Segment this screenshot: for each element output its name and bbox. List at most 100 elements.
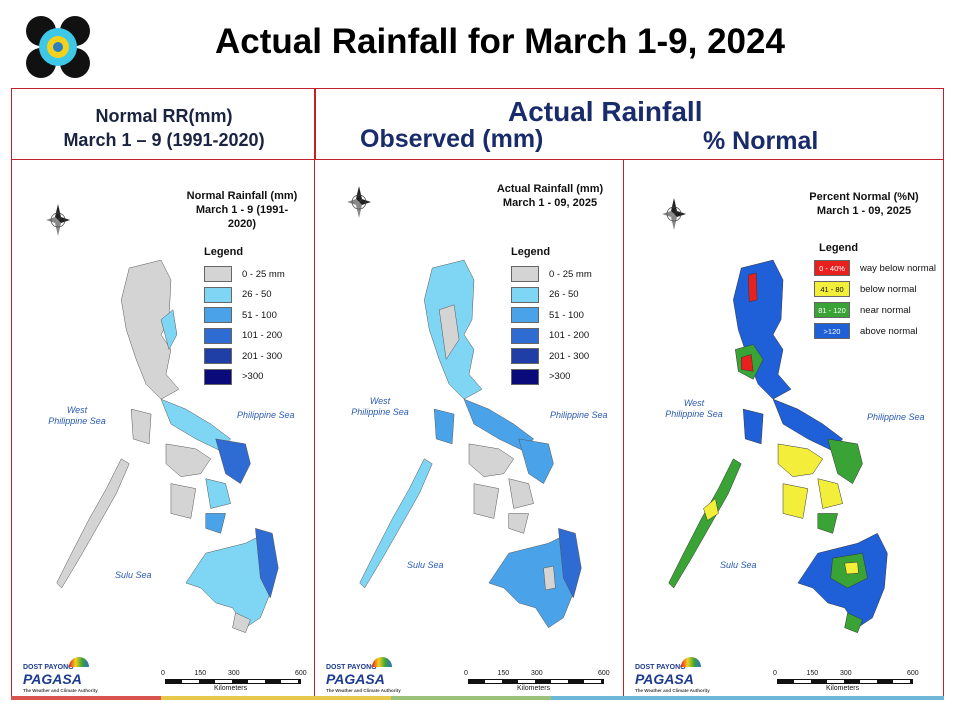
legend-title: Legend bbox=[204, 246, 244, 258]
legend-swatch bbox=[204, 266, 232, 282]
scale-bar bbox=[165, 679, 301, 684]
percent-normal-map bbox=[668, 259, 888, 634]
legend-title: Legend bbox=[511, 246, 551, 258]
page-title: Actual Rainfall for March 1-9, 2024 bbox=[215, 22, 785, 61]
map-title-line2: March 1 - 9 (1991-2020) bbox=[195, 204, 289, 230]
legend-item: >120 above normal bbox=[814, 323, 918, 339]
legend-swatch: 0 - 40% bbox=[814, 260, 850, 276]
legend-label: near normal bbox=[860, 304, 911, 316]
compass-icon bbox=[662, 198, 686, 230]
scale-tick-label: 150 bbox=[194, 670, 207, 677]
pagasa-wordmark: PAGASA bbox=[23, 671, 82, 687]
footer-stripe-blue bbox=[551, 696, 944, 700]
legend-item: 0 - 25 mm bbox=[511, 266, 592, 282]
legend-label: 201 - 300 bbox=[549, 350, 590, 362]
scale-tick-label: 600 bbox=[295, 670, 307, 677]
scale-bar bbox=[468, 679, 604, 684]
legend-item: 51 - 100 bbox=[511, 307, 584, 323]
map-title: Percent Normal (%N) March 1 - 09, 2025 bbox=[804, 190, 924, 218]
map-title-line1: Percent Normal (%N) bbox=[809, 191, 919, 203]
normal-rainfall-map bbox=[56, 259, 279, 633]
umbrella-icon bbox=[681, 657, 701, 667]
legend-swatch bbox=[204, 368, 232, 385]
west-philippine-sea-label: West Philippine Sea bbox=[665, 398, 723, 419]
legend-item: 41 - 80 below normal bbox=[814, 281, 917, 297]
legend-label: way below normal bbox=[860, 262, 937, 274]
map-title-line2: March 1 - 09, 2025 bbox=[502, 197, 598, 209]
scale-tick-label: 300 bbox=[228, 670, 240, 677]
legend-label: 51 - 100 bbox=[549, 309, 584, 321]
pagasa-tagline: The Weather and Climate Authority bbox=[326, 688, 401, 693]
legend-swatch bbox=[511, 368, 539, 385]
sulu-sea-label: Sulu Sea bbox=[115, 570, 152, 580]
legend-label: 201 - 300 bbox=[242, 350, 283, 362]
dost-payong-label: DOST PAYONG bbox=[326, 664, 377, 671]
legend-swatch bbox=[511, 348, 539, 364]
legend-label: above normal bbox=[860, 325, 918, 337]
legend-item: 0 - 40% way below normal bbox=[814, 260, 936, 276]
legend-swatch: 41 - 80 bbox=[814, 281, 850, 297]
percent-normal-heading: % Normal bbox=[703, 127, 819, 155]
philippine-sea-label: Philippine Sea bbox=[550, 410, 608, 420]
legend-swatch bbox=[511, 286, 539, 303]
legend-item: 201 - 300 bbox=[204, 348, 282, 364]
legend-item: >300 bbox=[511, 368, 571, 385]
normal-rainfall-map-panel: Normal Rainfall (mm) March 1 - 9 (1991-2… bbox=[11, 159, 316, 697]
legend-label: >300 bbox=[242, 371, 264, 382]
scale-tick-label: 150 bbox=[497, 670, 510, 677]
west-philippine-sea-label: West Philippine Sea bbox=[351, 396, 409, 417]
actual-rainfall-map-panel: Actual Rainfall (mm) March 1 - 09, 2025 … bbox=[314, 159, 625, 697]
scale-tick-label: 0 bbox=[464, 670, 468, 677]
map-title: Normal Rainfall (mm) March 1 - 9 (1991-2… bbox=[182, 189, 302, 231]
philippine-sea-label: Philippine Sea bbox=[867, 412, 925, 422]
normal-rr-period: March 1 – 9 (1991-2020) bbox=[63, 130, 265, 150]
scale-bar bbox=[777, 679, 913, 684]
legend-swatch bbox=[204, 327, 232, 344]
scale-tick-label: 600 bbox=[598, 670, 610, 677]
umbrella-icon bbox=[69, 657, 89, 667]
legend-item: 0 - 25 mm bbox=[204, 266, 285, 282]
scale-unit-label: Kilometers bbox=[214, 685, 248, 692]
dost-payong-label: DOST PAYONG bbox=[23, 664, 74, 671]
map-title-line1: Actual Rainfall (mm) bbox=[496, 183, 604, 195]
umbrella-icon bbox=[372, 657, 392, 667]
map-title: Actual Rainfall (mm) March 1 - 09, 2025 bbox=[490, 182, 610, 210]
normal-rr-heading: Normal RR(mm) March 1 – 9 (1991-2020) bbox=[14, 104, 314, 152]
scale-tick-label: 300 bbox=[531, 670, 543, 677]
west-philippine-sea-label: West Philippine Sea bbox=[48, 405, 106, 426]
legend-label: 51 - 100 bbox=[242, 309, 277, 321]
pagasa-tagline: The Weather and Climate Authority bbox=[635, 688, 710, 693]
scale-tick-label: 0 bbox=[773, 670, 777, 677]
footer-stripe-yellow bbox=[161, 696, 391, 700]
pagasa-logo bbox=[26, 16, 90, 78]
legend-item: 201 - 300 bbox=[511, 348, 589, 364]
legend-label: 26 - 50 bbox=[549, 289, 579, 300]
scale-tick-label: 150 bbox=[806, 670, 819, 677]
compass-icon bbox=[347, 186, 371, 218]
legend-title: Legend bbox=[819, 242, 859, 254]
legend-swatch bbox=[204, 286, 232, 303]
dost-payong-label: DOST PAYONG bbox=[635, 664, 686, 671]
legend-item: 51 - 100 bbox=[204, 307, 277, 323]
sulu-sea-label: Sulu Sea bbox=[407, 560, 444, 570]
compass-icon bbox=[46, 204, 70, 236]
scale-tick-label: 600 bbox=[907, 670, 919, 677]
legend-item: 26 - 50 bbox=[204, 286, 272, 303]
scale-tick-label: 300 bbox=[840, 670, 852, 677]
scale-unit-label: Kilometers bbox=[826, 685, 860, 692]
legend-label: 101 - 200 bbox=[549, 330, 590, 341]
legend-item: 101 - 200 bbox=[204, 327, 282, 344]
legend-item: >300 bbox=[204, 368, 264, 385]
map-title-line2: March 1 - 09, 2025 bbox=[816, 205, 912, 217]
legend-label: 0 - 25 mm bbox=[549, 268, 592, 280]
map-title-line1: Normal Rainfall (mm) bbox=[186, 190, 298, 202]
legend-label: >300 bbox=[549, 371, 571, 382]
legend-swatch: >120 bbox=[814, 323, 850, 339]
legend-swatch bbox=[204, 307, 232, 323]
legend-item: 26 - 50 bbox=[511, 286, 579, 303]
legend-label: 26 - 50 bbox=[242, 289, 272, 300]
legend-swatch bbox=[511, 266, 539, 282]
sulu-sea-label: Sulu Sea bbox=[720, 560, 757, 570]
legend-swatch bbox=[511, 327, 539, 344]
pagasa-wordmark: PAGASA bbox=[635, 671, 694, 687]
